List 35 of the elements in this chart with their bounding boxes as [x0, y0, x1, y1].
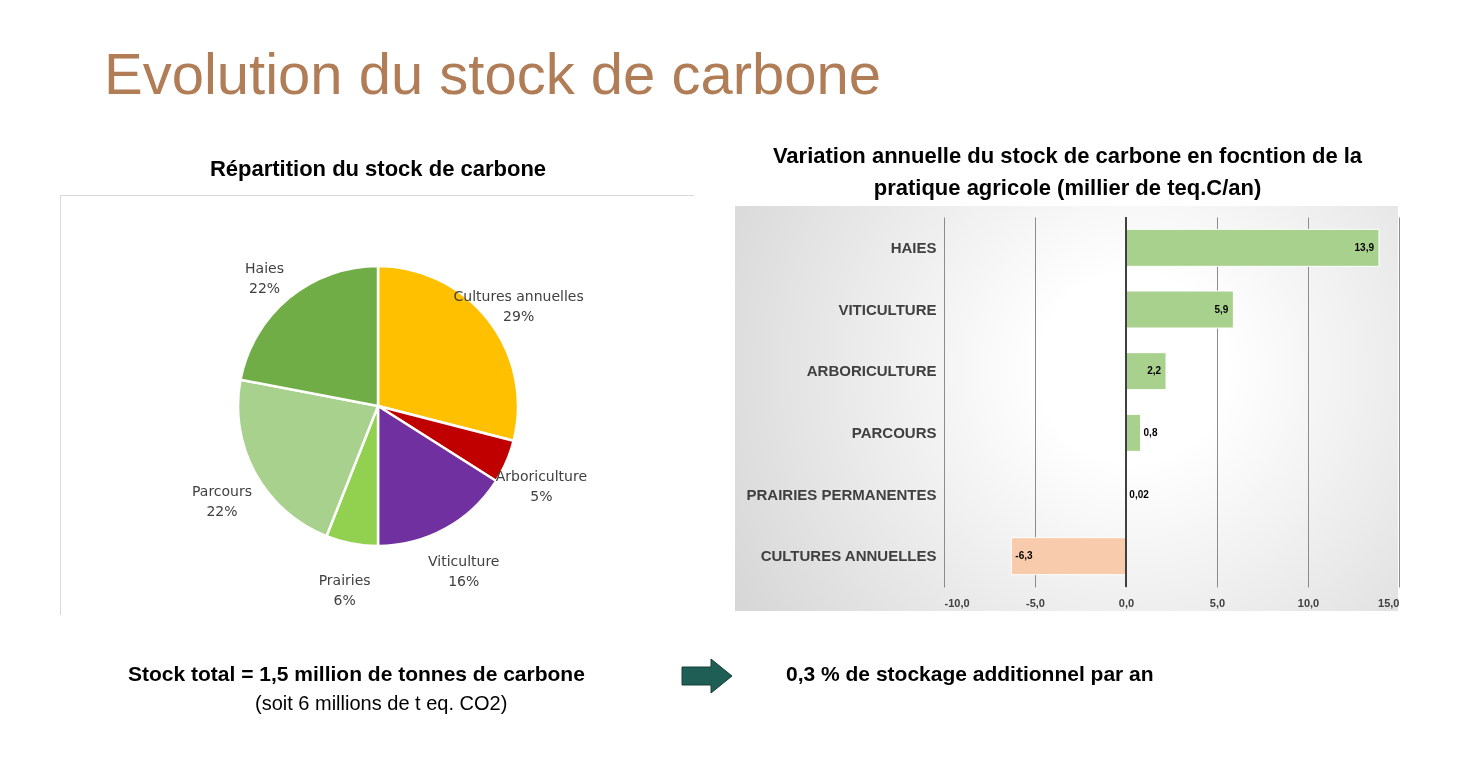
data-label: 22% — [206, 502, 238, 519]
x-tick-label: -5,0 — [1026, 596, 1045, 609]
chart-title: Répartition du stock de carbone — [208, 156, 548, 182]
text: Evolution du stock de carbone — [104, 40, 882, 107]
data-label: 6% — [333, 591, 356, 608]
text: Stock total = 1,5 million de tonnes de carbone — [128, 662, 585, 686]
y-tick-label: HAIES — [890, 238, 937, 256]
x-tick-label: 5,0 — [1209, 596, 1226, 609]
slice-label: Haies — [245, 259, 284, 276]
data-label: 13,9 — [1354, 241, 1375, 253]
x-tick-label: -10,0 — [944, 596, 970, 609]
y-tick-label: ARBORICULTURE — [806, 362, 937, 380]
data-label: 16% — [448, 572, 480, 589]
y-tick-label: PARCOURS — [851, 423, 937, 441]
data-label: 5,9 — [1214, 303, 1229, 315]
data-label: 22% — [248, 279, 281, 296]
slice-label: Arboriculture — [495, 467, 588, 484]
text: 0,3 % de stockage additionnel par an — [786, 662, 1154, 686]
y-tick-label: VITICULTURE — [838, 300, 937, 318]
data-label: -6,3 — [1015, 550, 1034, 562]
slice-label: Prairies — [318, 571, 371, 588]
x-tick-label: 10,0 — [1297, 596, 1320, 609]
data-label: 0,8 — [1143, 426, 1158, 438]
slice-label: Parcours — [192, 482, 253, 499]
x-tick-label: 15,0 — [1378, 596, 1400, 609]
data-label: 0,02 — [1129, 488, 1150, 500]
x-tick-label: 0,0 — [1118, 596, 1135, 609]
data-label: 2,2 — [1147, 365, 1162, 377]
text: (soit 6 millions de t eq. CO2) — [255, 692, 508, 715]
slice-label: Viticulture — [428, 552, 500, 569]
chart-title: Variation annuelle du stock de carbone en focntion de la pratique agricole (millier de teq.C/an) — [771, 142, 1364, 202]
data-label: 5% — [530, 487, 553, 504]
y-tick-label: PRAIRIES PERMANENTES — [746, 485, 937, 503]
data-label: 29% — [503, 307, 535, 324]
y-tick-label: CULTURES ANNUELLES — [760, 547, 937, 565]
